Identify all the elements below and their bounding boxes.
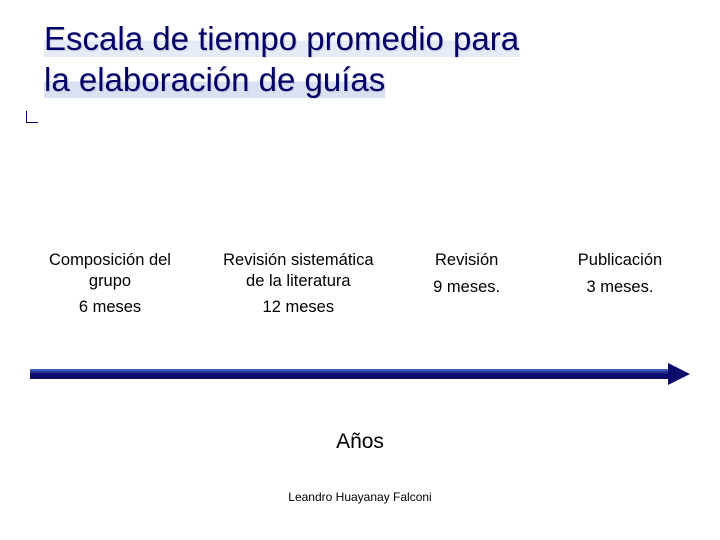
phase-duration: 9 meses. [407, 277, 527, 298]
phase-duration: 3 meses. [545, 277, 695, 298]
phase-revision: Revisión 9 meses. [407, 250, 527, 318]
phase-composicion: Composición delgrupo 6 meses [30, 250, 190, 318]
arrow-shaft [30, 369, 670, 379]
title-line-1: Escala de tiempo promedio para [44, 20, 519, 57]
title-notch-decor [26, 111, 38, 123]
timeline-axis-label: Años [0, 430, 720, 454]
phase-publicacion: Publicación 3 meses. [545, 250, 695, 318]
slide-title: Escala de tiempo promedio para la elabor… [44, 18, 644, 101]
phase-title: Composición delgrupo [30, 250, 190, 291]
phase-duration: 6 meses [30, 297, 190, 318]
phase-title: Revisión sistemáticade la literatura [208, 250, 388, 291]
phase-duration: 12 meses [208, 297, 388, 318]
phase-revision-sistematica: Revisión sistemáticade la literatura 12 … [208, 250, 388, 318]
title-line-2: la elaboración de guías [44, 61, 385, 98]
arrow-head-icon [668, 363, 690, 385]
phase-title: Publicación [545, 250, 695, 271]
timeline-arrow [30, 364, 690, 384]
timeline-phases: Composición delgrupo 6 meses Revisión si… [30, 250, 695, 318]
phase-title: Revisión [407, 250, 527, 271]
slide: Escala de tiempo promedio para la elabor… [0, 0, 720, 540]
slide-footer: Leandro Huayanay Falconi [0, 490, 720, 504]
